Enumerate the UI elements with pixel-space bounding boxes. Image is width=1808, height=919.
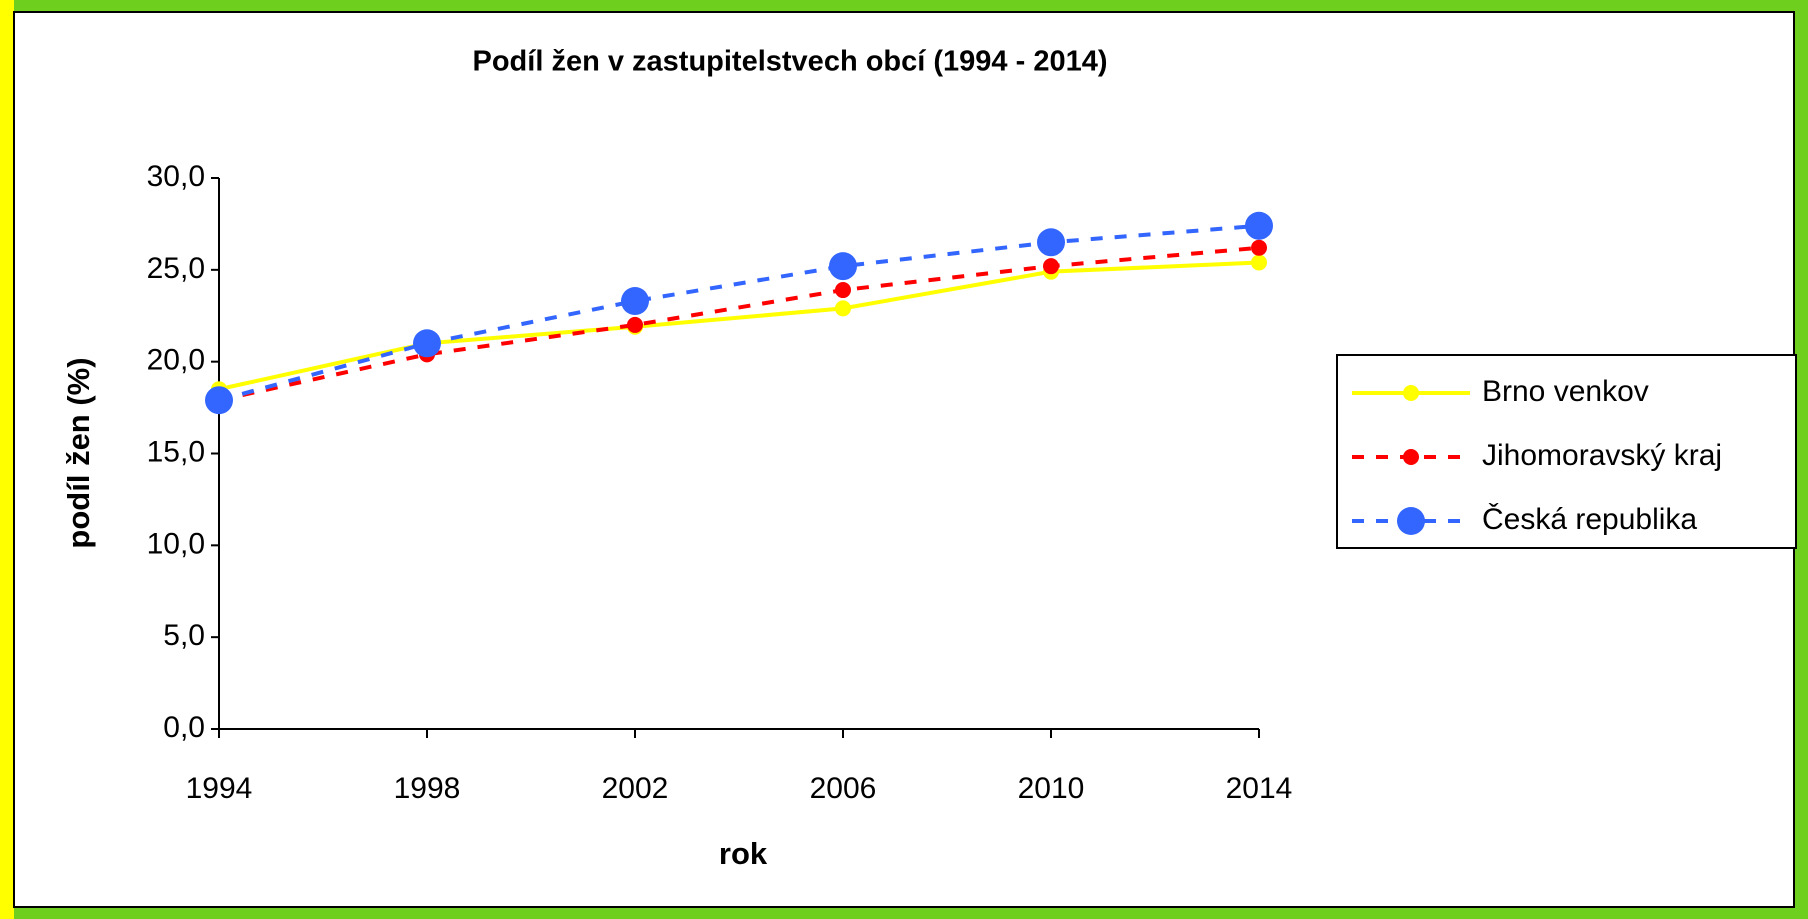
series-line bbox=[218, 223, 1260, 403]
y-axis-label: podíl žen (%) bbox=[61, 357, 96, 548]
x-tick-label: 2006 bbox=[810, 772, 877, 805]
y-tick-label: 0,0 bbox=[163, 711, 205, 744]
legend-label: Česká republika bbox=[1482, 502, 1697, 536]
marker bbox=[1037, 228, 1065, 257]
x-tick-label: 1994 bbox=[186, 772, 253, 805]
y-tick-label: 10,0 bbox=[147, 527, 205, 560]
left-stripe bbox=[0, 0, 14, 919]
x-tick-label: 1998 bbox=[394, 772, 461, 805]
legend-marker bbox=[1397, 507, 1425, 535]
marker bbox=[1245, 211, 1273, 240]
marker bbox=[627, 316, 643, 333]
x-axis-label: rok bbox=[719, 836, 768, 871]
legend-marker bbox=[1403, 449, 1419, 465]
marker bbox=[1251, 254, 1267, 271]
y-tick-label: 5,0 bbox=[163, 619, 205, 652]
marker bbox=[835, 282, 851, 299]
y-tick-label: 20,0 bbox=[147, 344, 205, 377]
y-tick-label: 30,0 bbox=[147, 160, 205, 193]
x-tick-label: 2010 bbox=[1018, 772, 1085, 805]
legend-label: Brno venkov bbox=[1482, 375, 1649, 408]
y-tick-label: 15,0 bbox=[147, 435, 205, 468]
marker bbox=[413, 329, 441, 358]
x-tick-label: 2014 bbox=[1226, 772, 1293, 805]
marker bbox=[835, 300, 851, 317]
marker bbox=[205, 386, 233, 415]
marker bbox=[1043, 258, 1059, 275]
y-tick-label: 25,0 bbox=[147, 252, 205, 285]
series-line bbox=[218, 260, 1260, 392]
series-line bbox=[218, 245, 1260, 403]
legend-label: Jihomoravský kraj bbox=[1482, 439, 1722, 472]
chart-title: Podíl žen v zastupitelstvech obcí (1994 … bbox=[473, 46, 1108, 78]
x-tick-label: 2002 bbox=[602, 772, 669, 805]
marker bbox=[621, 287, 649, 316]
marker bbox=[829, 252, 857, 281]
legend-marker bbox=[1403, 385, 1419, 401]
marker bbox=[1251, 239, 1267, 256]
